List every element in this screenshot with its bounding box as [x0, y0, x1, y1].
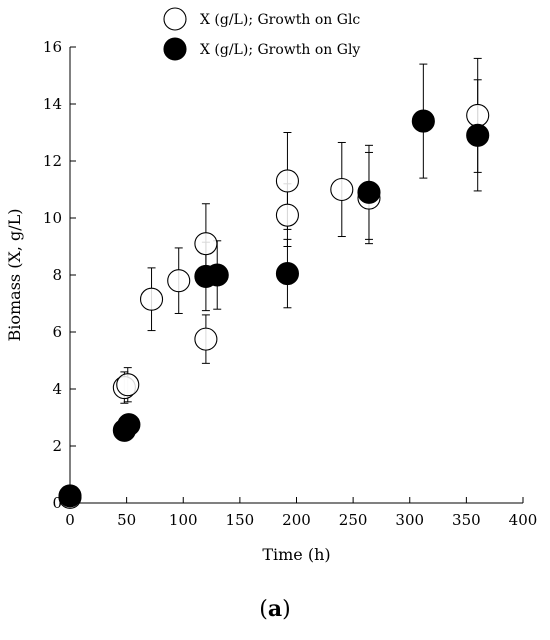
data-point-glc [139, 287, 164, 311]
figure-caption: (a) [0, 596, 550, 622]
x-tick-label: 50 [117, 511, 136, 529]
data-point-glc [330, 177, 354, 202]
data-point-gly [205, 263, 229, 287]
data-point-gly [466, 123, 490, 147]
x-tick-label: 350 [452, 511, 481, 529]
y-tick-label: 0 [52, 494, 62, 512]
x-tick-label: 300 [395, 511, 424, 529]
data-point-gly [357, 180, 381, 204]
data-point-glc [275, 169, 299, 193]
x-tick-label: 400 [509, 511, 538, 529]
legend-gly-label: X (g/L); Growth on Gly [200, 42, 360, 58]
y-tick-label: 14 [43, 95, 62, 113]
y-tick-label: 6 [52, 323, 62, 341]
axes [69, 46, 524, 504]
y-axis-title: Biomass (X, g/L) [5, 208, 24, 341]
caption-letter: a [267, 596, 283, 622]
data-point-glc [466, 103, 490, 127]
y-tick-label: 10 [43, 209, 62, 227]
y-tick-label: 16 [43, 38, 62, 56]
data-point-glc [116, 373, 140, 397]
y-tick-label: 2 [52, 437, 62, 455]
x-tick-label: 100 [169, 511, 198, 529]
legend-glc-marker [163, 7, 187, 31]
series-glc-points [58, 103, 490, 509]
legend-gly-marker [163, 37, 187, 61]
legend-glc-label: X (g/L); Growth on Glc [200, 12, 360, 28]
x-tick-label: 150 [226, 511, 255, 529]
caption-open-paren: ( [259, 597, 268, 622]
y-tick-label: 8 [52, 266, 62, 284]
data-point-glc [194, 327, 218, 351]
tick-labels: 0 50 100 150 200 250 300 350 400 0 2 4 6 8 10 12 14 16 [43, 38, 537, 529]
legend: X (g/L); Growth on Glc X (g/L); Growth o… [163, 7, 360, 61]
series-gly-points [58, 109, 490, 508]
x-tick-label: 200 [282, 511, 311, 529]
error-bars [120, 57, 482, 404]
data-point-gly [411, 109, 435, 133]
biomass-scatter-chart: 0 50 100 150 200 250 300 350 400 0 2 4 6 8 10 12 14 16 Ti… [5, 7, 537, 564]
y-tick-label: 12 [43, 152, 62, 170]
y-tick-label: 4 [52, 380, 62, 398]
x-tick-label: 250 [339, 511, 368, 529]
data-point-gly [117, 413, 141, 437]
x-axis-title: Time (h) [262, 545, 330, 564]
caption-close-paren: ) [282, 597, 291, 622]
data-point-gly [275, 262, 299, 286]
data-point-glc [275, 203, 299, 227]
data-point-glc [167, 269, 191, 293]
x-tick-label: 0 [65, 511, 75, 529]
data-point-glc [194, 232, 218, 256]
